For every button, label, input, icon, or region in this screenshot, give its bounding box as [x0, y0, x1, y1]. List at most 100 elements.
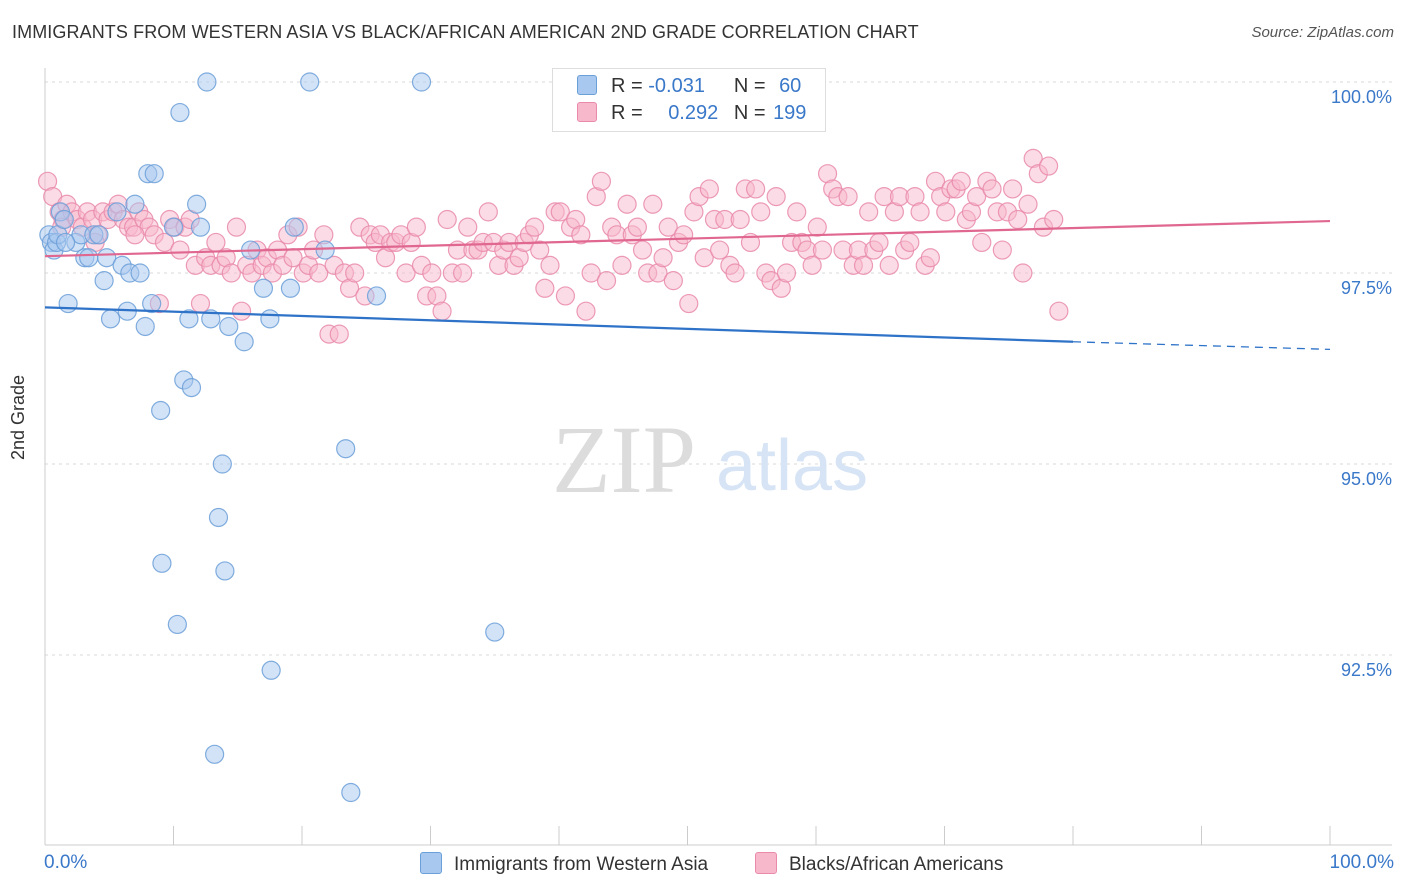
point-2-101 — [555, 286, 576, 306]
x-tick-min: 0.0% — [44, 852, 88, 873]
point-2-95 — [524, 217, 545, 237]
point-1-15 — [97, 248, 117, 268]
point-2-197 — [1049, 301, 1069, 321]
bottom-legend-series-1: Immigrants from Western Asia — [420, 852, 708, 876]
point-1-34 — [181, 378, 202, 398]
point-2-191 — [1018, 194, 1038, 214]
point-2-162 — [869, 232, 889, 253]
point-2-190 — [1013, 263, 1033, 283]
watermark-atlas: atlas — [716, 426, 868, 506]
chart-source: Source: ZipAtlas.com — [1251, 24, 1394, 41]
gridlines — [45, 81, 1392, 656]
point-2-178 — [951, 171, 971, 191]
point-2-124 — [674, 225, 694, 245]
point-2-172 — [920, 248, 940, 268]
legend-n-label: N = — [733, 75, 766, 97]
point-2-53 — [309, 263, 329, 283]
legend-n-value-2: 199 — [773, 102, 807, 124]
point-2-36 — [221, 263, 241, 283]
point-1-21 — [125, 194, 145, 214]
point-2-121 — [658, 217, 678, 237]
point-1-49 — [280, 278, 301, 298]
point-1-16 — [100, 309, 121, 329]
point-1-50 — [284, 217, 304, 237]
data-points — [37, 72, 1069, 803]
point-1-37 — [197, 72, 217, 92]
y-axis-label: 2nd Grade — [8, 374, 28, 460]
point-1-17 — [107, 202, 127, 222]
point-2-135 — [730, 209, 750, 230]
trend-line-series-2 — [44, 219, 1331, 258]
bottom-legend-swatch-pink — [755, 852, 777, 874]
trend-line-series-1-extension — [1072, 341, 1331, 351]
point-1-46 — [253, 278, 274, 298]
point-1-38 — [201, 309, 221, 329]
point-2-144 — [776, 263, 797, 283]
point-2-97 — [535, 278, 555, 298]
point-1-51 — [300, 72, 320, 92]
y-tick-labels: 100.0% 97.5% 95.0% 92.5% — [1331, 87, 1392, 680]
point-1-54 — [341, 782, 361, 803]
legend-row-series-1: R = -0.031 N = 60 — [577, 75, 801, 99]
point-2-181 — [967, 187, 987, 207]
point-2-146 — [787, 202, 807, 222]
point-2-159 — [853, 255, 874, 275]
point-1-40 — [208, 507, 229, 528]
point-2-106 — [581, 263, 601, 283]
point-2-100 — [550, 202, 570, 222]
point-2-116 — [632, 240, 653, 260]
point-1-11 — [79, 248, 99, 268]
point-2-200 — [125, 225, 145, 245]
legend-swatch-blue — [577, 75, 597, 95]
point-1-22 — [130, 263, 150, 283]
point-2-138 — [746, 179, 766, 199]
legend-swatch-pink — [577, 102, 597, 122]
point-2-96 — [530, 240, 550, 260]
point-2-115 — [627, 217, 647, 237]
point-2-131 — [710, 240, 730, 260]
legend-n-label: N = — [733, 102, 766, 124]
legend-n-value-1: 60 — [779, 75, 802, 97]
point-2-30 — [190, 293, 211, 314]
point-2-26 — [170, 240, 190, 260]
point-1-6 — [54, 209, 74, 230]
axes — [44, 68, 1392, 846]
point-2-189 — [1008, 209, 1028, 230]
point-2-23 — [154, 232, 175, 253]
point-2-149 — [802, 255, 822, 275]
point-2-113 — [617, 194, 637, 214]
point-2-77 — [432, 301, 452, 321]
point-2-142 — [766, 187, 786, 207]
point-2-188 — [1003, 179, 1023, 199]
point-2-151 — [812, 240, 833, 260]
point-1-43 — [219, 316, 239, 337]
point-2-112 — [612, 255, 632, 275]
trend-lines — [44, 219, 1331, 351]
point-2-122 — [663, 271, 683, 291]
point-1-25 — [142, 293, 162, 314]
legend-r-label: R = — [611, 75, 643, 97]
legend-r-label: R = — [611, 102, 643, 124]
point-1-27 — [151, 400, 171, 421]
trend-line-series-1 — [44, 306, 1074, 343]
point-2-57 — [329, 324, 349, 344]
point-1-23 — [135, 316, 155, 337]
point-2-195 — [1038, 156, 1059, 176]
point-2-38 — [232, 301, 252, 321]
point-1-33 — [179, 309, 199, 329]
x-tick-max: 100.0% — [1329, 852, 1394, 873]
point-2-186 — [992, 240, 1012, 260]
point-2-98 — [540, 255, 560, 275]
point-2-160 — [859, 202, 879, 222]
point-2-164 — [879, 255, 899, 275]
point-1-56 — [411, 72, 432, 92]
point-2-134 — [725, 263, 745, 283]
legend-r-value-1: -0.031 — [648, 75, 705, 97]
point-2-105 — [576, 301, 596, 321]
point-2-82 — [458, 217, 478, 237]
point-2-129 — [699, 179, 719, 199]
point-2-175 — [936, 202, 956, 222]
point-1-59 — [55, 232, 76, 253]
y-tick-label-3: 92.5% — [1341, 660, 1392, 680]
